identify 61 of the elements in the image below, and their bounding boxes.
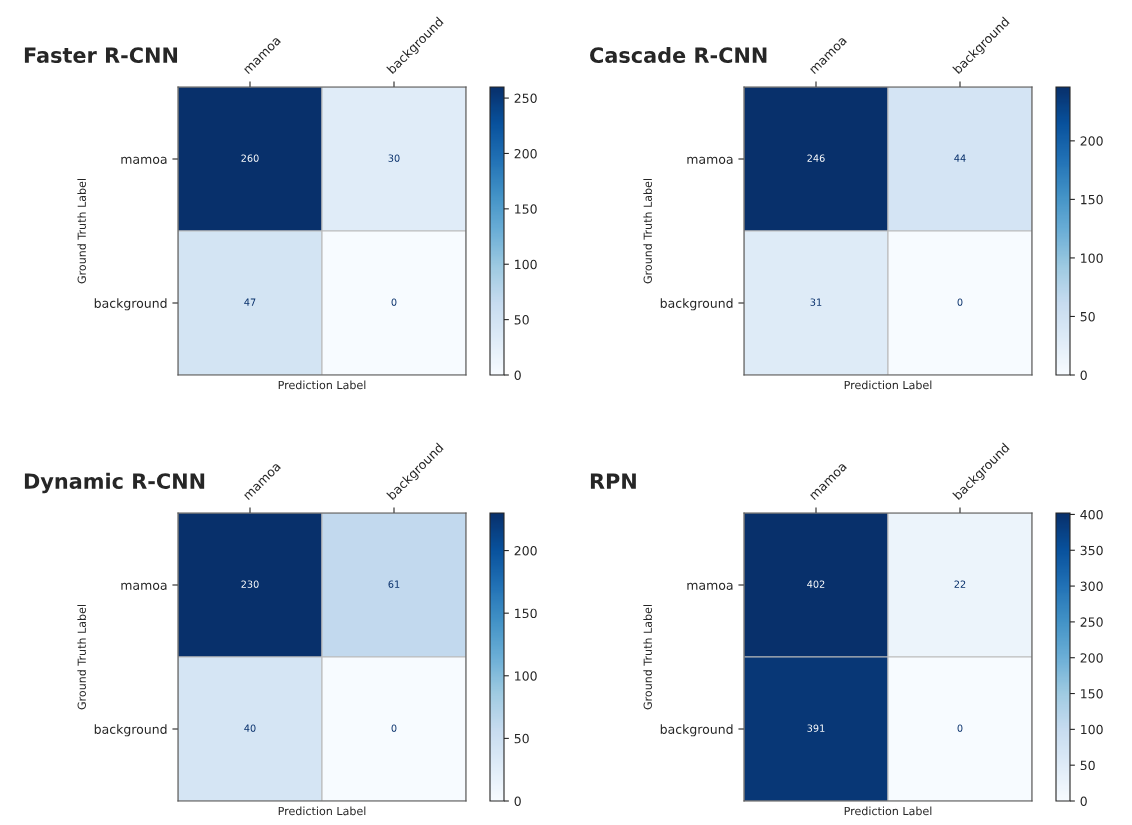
y-tick-label: mamoa (687, 582, 733, 590)
data-label: 40 (244, 724, 256, 732)
data-label: 0 (391, 298, 397, 306)
y-tick-label: background (660, 298, 733, 311)
color-bar-label: 150 (515, 204, 537, 214)
y-tick-label: background (660, 724, 733, 737)
y-tick-label: background (94, 298, 167, 311)
y-tick-label: mamoa (121, 582, 167, 590)
y-axis-title: Ground Truth Label (77, 605, 86, 710)
color-bar-label: 0 (1080, 370, 1087, 380)
data-label: 31 (810, 298, 822, 306)
data-label: 402 (807, 580, 825, 588)
color-bar-label: 100 (1081, 724, 1103, 735)
x-axis-title: Prediction Label (844, 806, 932, 816)
x-axis-title: Prediction Label (278, 806, 366, 816)
color-bar-label: 0 (514, 370, 521, 380)
data-label: 246 (807, 154, 825, 162)
color-bar-label: 300 (1080, 581, 1103, 591)
color-bar-label: 200 (1080, 136, 1103, 146)
y-tick-label: background (94, 724, 167, 737)
data-label: 260 (241, 154, 259, 162)
color-bar-label: 100 (515, 671, 537, 681)
chart-title: Cascade R-CNN (590, 46, 767, 64)
color-bar-label: 150 (1081, 194, 1103, 205)
y-axis-title: Ground Truth Label (77, 179, 86, 284)
color-bar-label: 400 (1080, 509, 1103, 520)
y-tick-label: mamoa (121, 156, 167, 164)
color-bar-label: 0 (514, 796, 521, 806)
data-label: 230 (241, 580, 259, 588)
color-bar-label: 100 (515, 259, 537, 270)
x-axis-title: Prediction Label (844, 380, 932, 390)
chart-title: RPN (590, 473, 636, 489)
data-label: 61 (388, 580, 400, 588)
color-bar-label: 50 (514, 733, 529, 744)
data-label: 391 (807, 724, 825, 732)
chart-title: Dynamic R-CNN (24, 472, 205, 494)
data-label: 0 (391, 724, 397, 732)
color-bar-label: 200 (514, 546, 537, 556)
color-bar-label: 250 (1080, 617, 1103, 627)
color-bar-label: 150 (1081, 689, 1103, 699)
x-axis-title: Prediction Label (278, 380, 366, 390)
color-bar-label: 50 (1080, 311, 1095, 322)
data-label: 0 (957, 724, 963, 732)
color-bar-label: 50 (1080, 760, 1095, 771)
color-bar-label: 200 (1080, 653, 1103, 663)
data-label: 47 (244, 298, 256, 306)
color-bar-label: 250 (514, 93, 537, 103)
y-axis-title: Ground Truth Label (643, 605, 652, 710)
y-axis-title: Ground Truth Label (643, 179, 652, 284)
data-label: 22 (954, 580, 966, 588)
color-bar-label: 0 (1080, 796, 1087, 806)
data-label: 44 (954, 154, 966, 162)
y-tick-label: mamoa (687, 156, 733, 164)
color-bar-label: 100 (1081, 253, 1103, 263)
color-bar-label: 350 (1080, 545, 1103, 556)
data-label: 0 (957, 298, 963, 306)
data-label: 30 (388, 154, 400, 162)
chart-title: Faster R-CNN (24, 47, 178, 64)
color-bar-label: 200 (514, 148, 537, 159)
color-bar-label: 150 (515, 608, 537, 619)
color-bar-label: 50 (514, 315, 529, 325)
